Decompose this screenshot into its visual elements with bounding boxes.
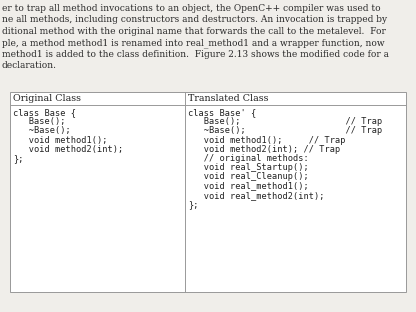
- Text: void method2(int); // Trap: void method2(int); // Trap: [188, 145, 340, 154]
- Text: };: };: [13, 154, 23, 163]
- Text: declaration.: declaration.: [2, 61, 57, 71]
- Text: ~Base();: ~Base();: [13, 126, 71, 135]
- Text: Original Class: Original Class: [13, 94, 81, 103]
- Text: Base();: Base();: [13, 117, 65, 126]
- Text: ~Base();                   // Trap: ~Base(); // Trap: [188, 126, 382, 135]
- Text: ditional method with the original name that forwards the call to the metalevel. : ditional method with the original name t…: [2, 27, 386, 36]
- Text: void real_method2(int);: void real_method2(int);: [188, 191, 324, 200]
- Text: Translated Class: Translated Class: [188, 94, 268, 103]
- Text: ple, a method method1 is renamed into real_method1 and a wrapper function, now: ple, a method method1 is renamed into re…: [2, 38, 385, 48]
- Text: void real_Cleanup();: void real_Cleanup();: [188, 173, 309, 181]
- Text: void real_method1();: void real_method1();: [188, 182, 309, 191]
- Text: };: };: [188, 200, 198, 209]
- Text: void real_Startup();: void real_Startup();: [188, 163, 309, 172]
- Text: void method1();: void method1();: [13, 136, 107, 144]
- Text: class Base' {: class Base' {: [188, 108, 256, 117]
- Text: method1 is added to the class definition.  Figure 2.13 shows the modified code f: method1 is added to the class definition…: [2, 50, 389, 59]
- Text: Base();                    // Trap: Base(); // Trap: [188, 117, 382, 126]
- Text: void method2(int);: void method2(int);: [13, 145, 123, 154]
- Text: class Base {: class Base {: [13, 108, 76, 117]
- Bar: [10, 92, 406, 292]
- Text: void method1();     // Trap: void method1(); // Trap: [188, 136, 346, 144]
- Text: er to trap all method invocations to an object, the OpenC++ compiler was used to: er to trap all method invocations to an …: [2, 4, 381, 13]
- Text: ne all methods, including constructors and destructors. An invocation is trapped: ne all methods, including constructors a…: [2, 16, 387, 25]
- Text: // original methods:: // original methods:: [188, 154, 309, 163]
